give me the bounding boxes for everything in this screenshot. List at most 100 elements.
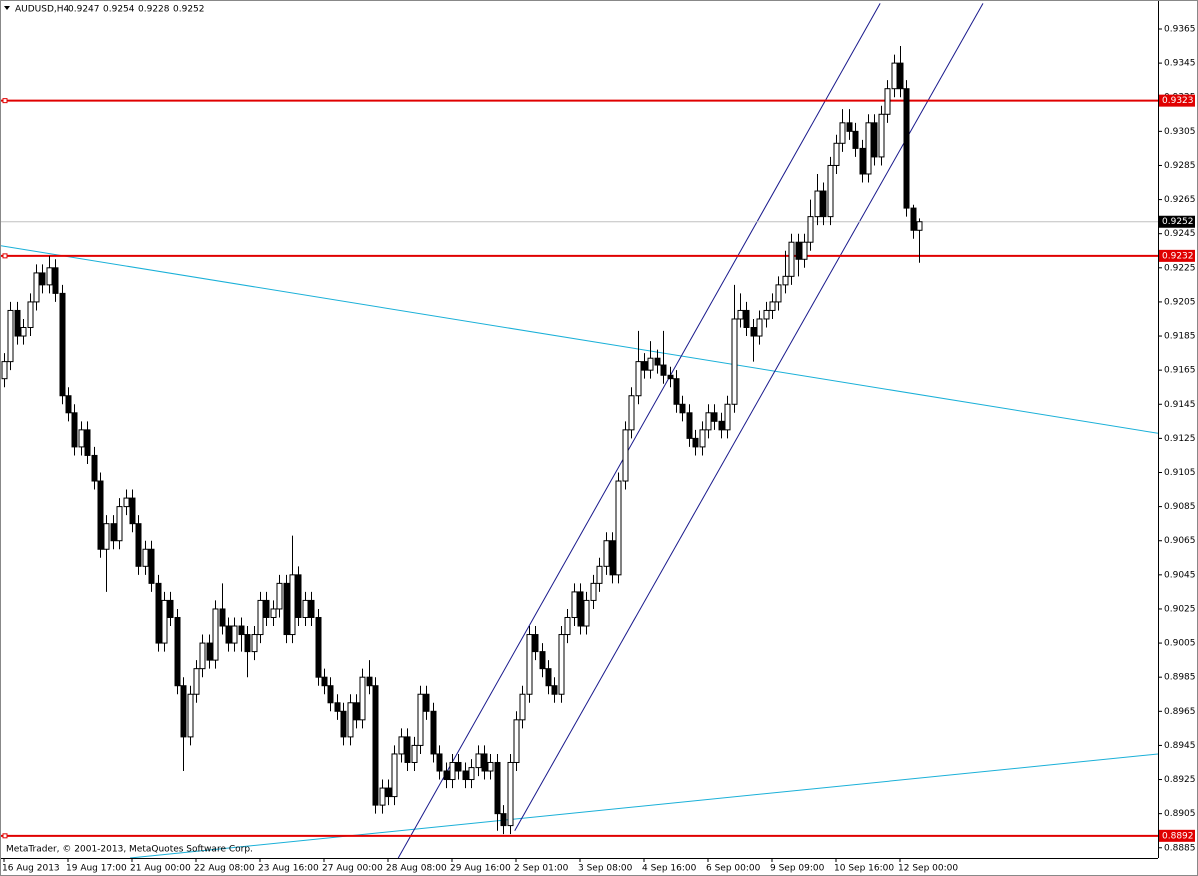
candle-body xyxy=(839,122,846,144)
copyright: MetaTrader, © 2001-2013, MetaQuotes Soft… xyxy=(6,845,253,855)
candle-body xyxy=(14,309,21,337)
candle-body xyxy=(78,429,85,448)
candle-body xyxy=(251,634,258,653)
candle-body xyxy=(718,420,725,431)
y-tick-label: 0.9125 xyxy=(1164,434,1196,444)
candle-body xyxy=(852,130,859,149)
candle-body xyxy=(737,309,744,320)
y-tick-label: 0.9245 xyxy=(1164,229,1196,239)
objects-layer xyxy=(0,3,1159,859)
x-tick-label: 3 Sep 08:00 xyxy=(578,864,633,874)
y-tick-label: 0.8885 xyxy=(1164,843,1196,853)
candle-body xyxy=(46,267,53,286)
level-label-bg xyxy=(1159,829,1195,842)
candle-body xyxy=(148,548,155,584)
candle-body xyxy=(110,523,117,542)
candle-body xyxy=(295,574,302,618)
candle-body xyxy=(225,625,232,644)
y-tick-label: 0.9265 xyxy=(1164,195,1196,205)
candle-body xyxy=(750,327,757,337)
candle-body xyxy=(430,710,437,755)
y-tick-label: 0.9285 xyxy=(1164,161,1196,171)
candle-body xyxy=(494,761,501,815)
y-tick-label: 0.8985 xyxy=(1164,673,1196,683)
candle-body xyxy=(187,693,194,738)
candle-body xyxy=(1,361,8,380)
candle-body xyxy=(679,403,686,414)
x-tick-label: 9 Sep 09:00 xyxy=(770,864,825,874)
x-tick-label: 12 Sep 00:00 xyxy=(898,864,958,874)
candle-body xyxy=(199,642,206,670)
y-tick-label: 0.9225 xyxy=(1164,263,1196,273)
candle-body xyxy=(897,62,904,90)
candle-body xyxy=(763,309,770,320)
candle-body xyxy=(622,429,629,482)
candle-body xyxy=(769,301,776,311)
candle-body xyxy=(647,357,654,371)
candle-body xyxy=(302,599,309,618)
candle-body xyxy=(513,719,520,763)
candle-body xyxy=(359,676,366,721)
candle-body xyxy=(545,668,552,687)
header-low: 0.9228 xyxy=(138,5,170,15)
candle-body xyxy=(833,142,840,166)
candle-body xyxy=(487,761,494,772)
candle-body xyxy=(123,497,130,508)
candle-body xyxy=(327,685,334,704)
level-label-bg xyxy=(1159,249,1195,262)
candle-body xyxy=(878,113,885,158)
candle-body xyxy=(577,591,584,627)
candle-body xyxy=(39,272,46,286)
x-tick-label: 23 Aug 16:00 xyxy=(258,864,319,874)
candle-body xyxy=(398,736,405,755)
candle-body xyxy=(884,88,891,115)
x-tick-label: 29 Aug 16:00 xyxy=(450,864,511,874)
candle-body xyxy=(103,523,110,550)
candle-body xyxy=(558,634,565,695)
candle-body xyxy=(571,591,578,618)
candle-body xyxy=(244,634,251,653)
candle-body xyxy=(161,599,168,644)
candle-body xyxy=(481,753,488,772)
candle-body xyxy=(903,88,910,209)
candle-body xyxy=(711,412,718,422)
y-tick-label: 0.8905 xyxy=(1164,809,1196,819)
candle-body xyxy=(807,216,814,243)
candle-body xyxy=(743,309,750,329)
trend-line xyxy=(130,753,1158,859)
candle-body xyxy=(27,301,34,329)
candle-body xyxy=(468,767,475,781)
header-close: 0.9252 xyxy=(173,5,205,15)
candle-body xyxy=(59,292,66,397)
level-label: 0.9232 xyxy=(1162,251,1194,261)
candle-body xyxy=(212,608,219,661)
candle-body xyxy=(315,616,322,678)
y-tick-label: 0.9025 xyxy=(1164,604,1196,614)
y-tick-label: 0.9185 xyxy=(1164,332,1196,342)
y-tick-label: 0.8925 xyxy=(1164,775,1196,785)
last-price-bg xyxy=(1159,215,1195,228)
candle-body xyxy=(564,616,571,636)
candle-body xyxy=(871,122,878,158)
header-high: 0.9254 xyxy=(103,5,135,15)
menu-triangle[interactable] xyxy=(4,6,10,10)
level-label: 0.9323 xyxy=(1162,96,1194,106)
candle-body xyxy=(615,480,622,576)
candle-body xyxy=(628,395,635,431)
candle-body xyxy=(692,437,699,448)
candle-body xyxy=(347,702,354,738)
candle-body xyxy=(33,272,40,303)
candle-body xyxy=(596,565,603,584)
candle-body xyxy=(590,582,597,601)
candle-body xyxy=(820,190,827,218)
candle-body xyxy=(846,122,853,132)
candle-body xyxy=(193,668,200,695)
candle-body xyxy=(641,361,648,371)
level-anchor xyxy=(2,833,8,839)
candle-body xyxy=(859,147,866,175)
candle-body xyxy=(865,122,872,175)
y-tick-label: 0.9065 xyxy=(1164,536,1196,546)
candle-body xyxy=(334,702,341,712)
candle-body xyxy=(180,685,187,738)
candle-body xyxy=(52,267,59,294)
